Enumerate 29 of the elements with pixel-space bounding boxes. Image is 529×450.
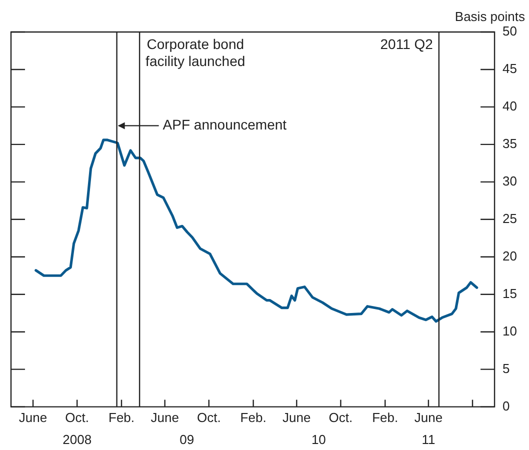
y-tick-label: 45 [502, 61, 518, 76]
x-tick-label: Feb. [372, 410, 398, 426]
y-tick-label: 20 [502, 248, 518, 264]
x-tick-label: June [150, 410, 179, 426]
x-tick-label: Oct. [65, 410, 90, 426]
y-tick-label: 10 [502, 323, 518, 338]
x2-tick-label: 2008 [62, 432, 92, 447]
y-tick-label: 50 [502, 24, 518, 39]
x-tick-label: June [18, 410, 48, 426]
y-axis-title: Basis points [454, 9, 526, 24]
x2-tick-label: 09 [180, 432, 194, 447]
ref-line-label: Corporate bond facility launched [146, 36, 246, 69]
x2-tick-label: 10 [311, 432, 326, 447]
x-tick-label: Feb. [108, 410, 135, 426]
x-tick-label: June [414, 410, 443, 426]
x-tick-label: Oct. [196, 410, 221, 426]
x-tick-label: Oct. [328, 410, 353, 426]
x2-tick-label: 11 [422, 432, 436, 447]
ref-line-label: 2011 Q2 [380, 36, 434, 52]
y-tick-label: 40 [502, 98, 518, 114]
annotation: APF announcement [162, 116, 287, 133]
y-tick-label: 35 [502, 136, 518, 152]
y-tick-label: 15 [502, 286, 518, 301]
y-tick-label: 0 [502, 398, 510, 414]
x-tick-label: Feb. [240, 410, 266, 426]
y-tick-label: 5 [502, 360, 510, 376]
x-tick-label: June [282, 410, 311, 426]
y-tick-label: 25 [502, 210, 518, 226]
y-tick-label: 30 [502, 174, 518, 188]
